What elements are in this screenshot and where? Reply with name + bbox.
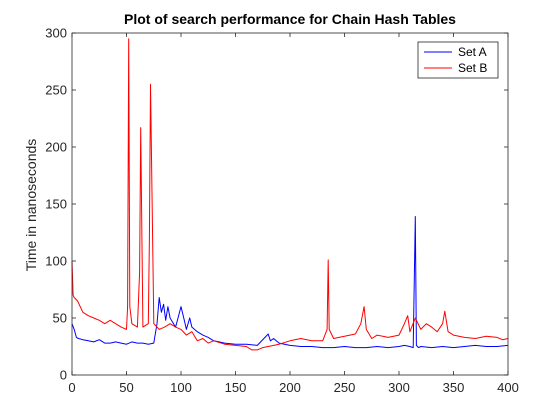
plot-area: 0 50 100 150 200 250 300 350 400 0 50 100 150 200 250 3… — [45, 26, 519, 396]
y-tick-label: 150 — [45, 197, 67, 212]
x-tick-label: 200 — [279, 380, 301, 395]
series-line-set-b — [71, 38, 509, 351]
legend-label: Set A — [458, 45, 487, 59]
x-tick-label: 0 — [68, 380, 75, 395]
legend-label: Set B — [458, 61, 487, 75]
y-tick-label: 100 — [45, 254, 67, 269]
x-tick-label: 250 — [334, 380, 356, 395]
x-tick-label: 150 — [225, 380, 247, 395]
y-tick-label: 250 — [45, 83, 67, 98]
series-line-set-a — [71, 216, 509, 349]
x-tick-label: 400 — [497, 380, 519, 395]
plot-background — [72, 33, 508, 375]
legend-box — [417, 41, 499, 79]
x-tick-label: 300 — [388, 380, 410, 395]
x-tick-label: 50 — [119, 380, 133, 395]
y-tick-label: 50 — [53, 311, 67, 326]
y-tick-label: 0 — [60, 368, 67, 383]
y-axis-title: Time in nanoseconds — [23, 139, 39, 272]
y-tick-label: 200 — [45, 140, 67, 155]
x-tick-label: 100 — [170, 380, 192, 395]
legend: Set A Set B — [417, 41, 499, 79]
y-tick-label: 300 — [45, 26, 67, 41]
chart-title: Plot of search performance for Chain Has… — [124, 11, 456, 27]
x-tick-label: 350 — [443, 380, 465, 395]
